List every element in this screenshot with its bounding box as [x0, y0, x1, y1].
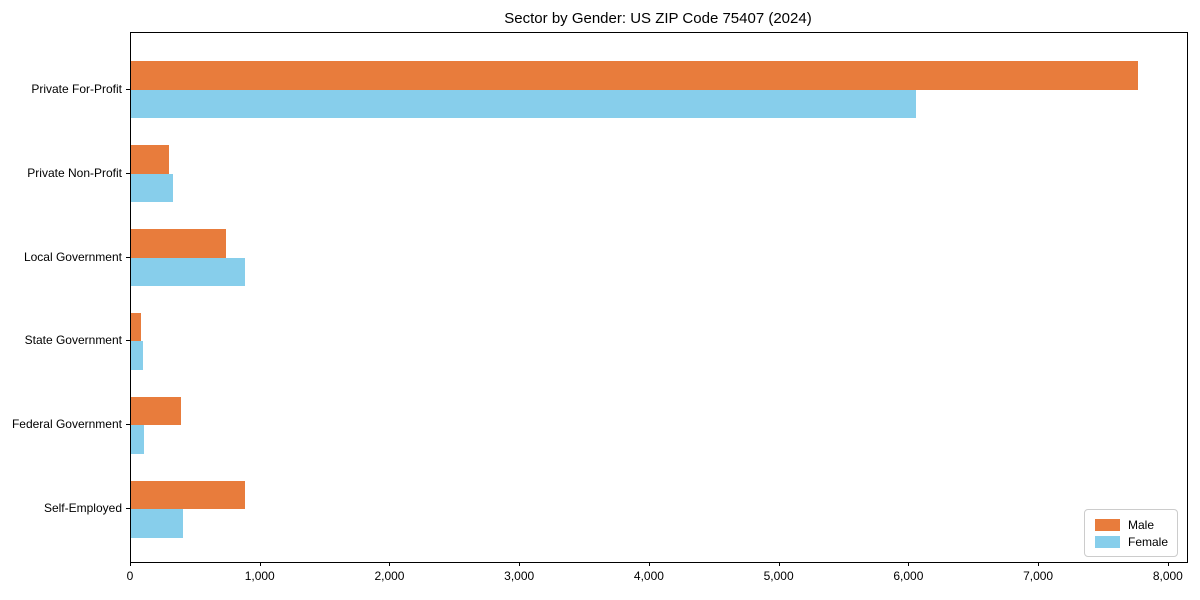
x-tick-mark — [1038, 562, 1040, 566]
y-tick-mark — [126, 340, 130, 342]
x-tick-label: 6,000 — [893, 569, 924, 583]
x-tick-label: 1,000 — [244, 569, 275, 583]
female-swatch-icon — [1095, 535, 1120, 548]
x-tick-mark — [130, 562, 131, 566]
y-tick-mark — [126, 508, 130, 510]
x-tick-label: 7,000 — [1023, 569, 1054, 583]
legend-row-female: Female — [1095, 533, 1177, 550]
legend: Male Female — [1084, 509, 1178, 557]
x-tick-mark — [1167, 562, 1169, 566]
legend-row-male: Male — [1095, 516, 1177, 533]
y-axis-category-label: Self-Employed — [43, 501, 122, 516]
x-tick-label: 2,000 — [374, 569, 405, 583]
x-tick-mark — [259, 562, 261, 566]
x-tick-label: 0 — [126, 569, 134, 583]
y-tick-mark — [126, 424, 130, 426]
x-tick-mark — [648, 562, 650, 566]
legend-label-male: Male — [1128, 517, 1155, 532]
x-tick-mark — [389, 562, 391, 566]
female-bar-1 — [131, 89, 916, 119]
legend-label-female: Female — [1128, 534, 1169, 549]
x-tick-label: 8,000 — [1152, 569, 1183, 583]
y-tick-mark — [126, 256, 130, 258]
x-tick-label: 3,000 — [504, 569, 535, 583]
male-bar-1 — [131, 61, 1138, 90]
chart-title: Sector by Gender: US ZIP Code 75407 (202… — [504, 10, 812, 27]
male-bar-2 — [131, 145, 169, 174]
female-bar-6 — [131, 509, 183, 538]
x-tick-label: 5,000 — [763, 569, 794, 583]
male-bar-4 — [131, 312, 142, 342]
female-bar-3 — [131, 257, 245, 286]
female-bar-2 — [131, 173, 174, 203]
x-tick-mark — [908, 562, 910, 566]
x-tick-label: 4,000 — [633, 569, 664, 583]
female-bar-4 — [131, 341, 143, 370]
y-axis-category-label: State Government — [24, 333, 122, 348]
y-tick-mark — [126, 172, 130, 174]
female-bar-5 — [131, 425, 144, 454]
y-axis-category-label: Private Non-Profit — [27, 165, 122, 180]
y-axis-category-label: Federal Government — [11, 417, 122, 432]
male-swatch-icon — [1095, 518, 1120, 531]
plot-area: Male Female — [130, 32, 1188, 563]
y-axis-category-label: Local Government — [23, 249, 122, 264]
x-tick-mark — [778, 562, 780, 566]
male-bar-6 — [131, 480, 246, 510]
y-tick-mark — [126, 88, 130, 90]
x-tick-mark — [519, 562, 521, 566]
y-axis-category-label: Private For-Profit — [31, 81, 122, 96]
male-bar-3 — [131, 229, 226, 258]
male-bar-5 — [131, 396, 181, 426]
